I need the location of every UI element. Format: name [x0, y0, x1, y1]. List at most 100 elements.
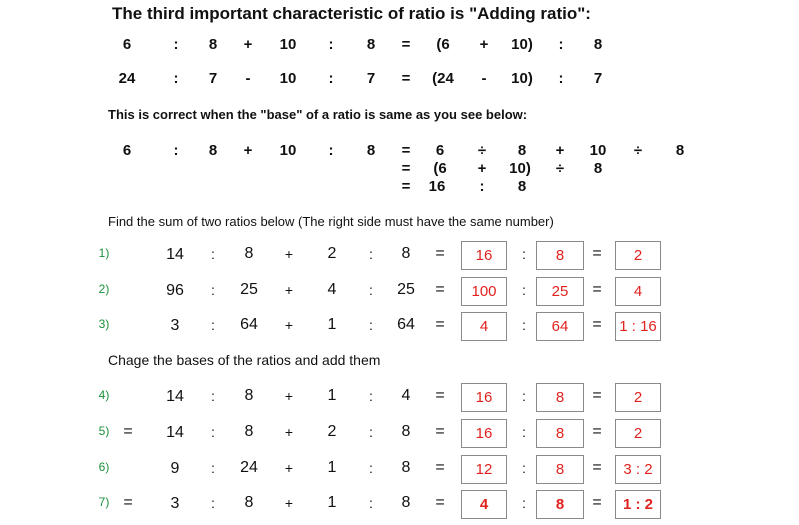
base-token: 10	[279, 142, 297, 159]
example-token: 10	[279, 70, 297, 87]
example-token: 7	[593, 70, 603, 87]
ratio-b: 8	[244, 423, 254, 440]
base-token: 10)	[509, 160, 531, 177]
ratio-c: 2	[327, 423, 337, 440]
ratio-a: 96	[166, 282, 184, 299]
colon: :	[522, 388, 526, 404]
plus-sign: +	[284, 388, 294, 404]
base-token: :	[328, 142, 334, 159]
base-token: =	[401, 178, 411, 195]
answer-box[interactable]: 8	[536, 419, 584, 448]
row-prefix-equals: =	[123, 494, 133, 511]
answer-box[interactable]: 4	[461, 490, 507, 519]
answer-box[interactable]: 16	[461, 383, 507, 412]
answer-box[interactable]: 2	[615, 241, 661, 270]
example-token: -	[481, 70, 487, 87]
example-token: :	[328, 70, 334, 87]
answer-box[interactable]: 2	[615, 383, 661, 412]
example-token: :	[558, 70, 564, 87]
base-token: (6	[433, 160, 447, 177]
base-token: 8	[593, 160, 603, 177]
page-title: The third important characteristic of ra…	[112, 4, 591, 23]
base-token: =	[401, 160, 411, 177]
equals-sign: =	[592, 494, 602, 511]
answer-box[interactable]: 8	[536, 490, 584, 519]
base-token: 8	[675, 142, 685, 159]
base-token: +	[555, 142, 565, 159]
answer-box[interactable]: 25	[536, 277, 584, 306]
ratio-c: 4	[327, 281, 337, 298]
example-token: 8	[208, 36, 218, 53]
plus-sign: +	[284, 246, 294, 262]
colon: :	[211, 424, 215, 440]
base-token: 6	[435, 142, 445, 159]
answer-box[interactable]: 1 : 2	[615, 490, 661, 519]
answer-box[interactable]: 100	[461, 277, 507, 306]
answer-box[interactable]: 3 : 2	[615, 455, 661, 484]
ratio-b: 25	[240, 281, 258, 298]
example-token: =	[401, 36, 411, 53]
base-token: +	[477, 160, 487, 177]
base-token: 8	[208, 142, 218, 159]
answer-box[interactable]: 8	[536, 241, 584, 270]
base-token: :	[173, 142, 179, 159]
ratio-d: 8	[401, 494, 411, 511]
equals-sign: =	[592, 459, 602, 476]
row-number: 7)	[98, 495, 110, 509]
ratio-d: 25	[397, 281, 415, 298]
colon: :	[369, 424, 373, 440]
answer-box[interactable]: 1 : 16	[615, 312, 661, 341]
ratio-a: 14	[166, 388, 184, 405]
example-token: 10	[279, 36, 297, 53]
plus-sign: +	[284, 424, 294, 440]
row-prefix-equals: =	[123, 423, 133, 440]
answer-box[interactable]: 4	[615, 277, 661, 306]
colon: :	[522, 282, 526, 298]
ratio-a: 9	[170, 460, 180, 477]
answer-box[interactable]: 8	[536, 383, 584, 412]
row-number: 5)	[98, 424, 110, 438]
base-token: 8	[517, 142, 527, 159]
colon: :	[522, 460, 526, 476]
answer-box[interactable]: 2	[615, 419, 661, 448]
colon: :	[522, 317, 526, 333]
example-token: 7	[366, 70, 376, 87]
example-token: :	[558, 36, 564, 53]
example-token: 6	[122, 36, 132, 53]
ratio-b: 8	[244, 245, 254, 262]
answer-box[interactable]: 4	[461, 312, 507, 341]
base-token: ÷	[633, 142, 643, 159]
answer-box[interactable]: 16	[461, 241, 507, 270]
equals-sign: =	[592, 423, 602, 440]
ratio-c: 1	[327, 387, 337, 404]
base-token: 10	[589, 142, 607, 159]
colon: :	[369, 495, 373, 511]
example-token: +	[243, 36, 253, 53]
equals-sign: =	[435, 459, 445, 476]
colon: :	[369, 282, 373, 298]
row-number: 4)	[98, 388, 110, 402]
ratio-c: 1	[327, 316, 337, 333]
answer-box[interactable]: 8	[536, 455, 584, 484]
ratio-b: 8	[244, 387, 254, 404]
answer-box[interactable]: 12	[461, 455, 507, 484]
plus-sign: +	[284, 317, 294, 333]
example-token: 8	[593, 36, 603, 53]
colon: :	[211, 388, 215, 404]
row-number: 6)	[98, 460, 110, 474]
plus-sign: +	[284, 460, 294, 476]
answer-box[interactable]: 16	[461, 419, 507, 448]
colon: :	[211, 495, 215, 511]
example-token: +	[479, 36, 489, 53]
ratio-d: 64	[397, 316, 415, 333]
equals-sign: =	[592, 387, 602, 404]
colon: :	[522, 246, 526, 262]
colon: :	[522, 495, 526, 511]
example-token: :	[173, 70, 179, 87]
ratio-d: 4	[401, 387, 411, 404]
colon: :	[369, 460, 373, 476]
answer-box[interactable]: 64	[536, 312, 584, 341]
example-token: :	[173, 36, 179, 53]
base-token: 6	[122, 142, 132, 159]
base-token: 8	[517, 178, 527, 195]
